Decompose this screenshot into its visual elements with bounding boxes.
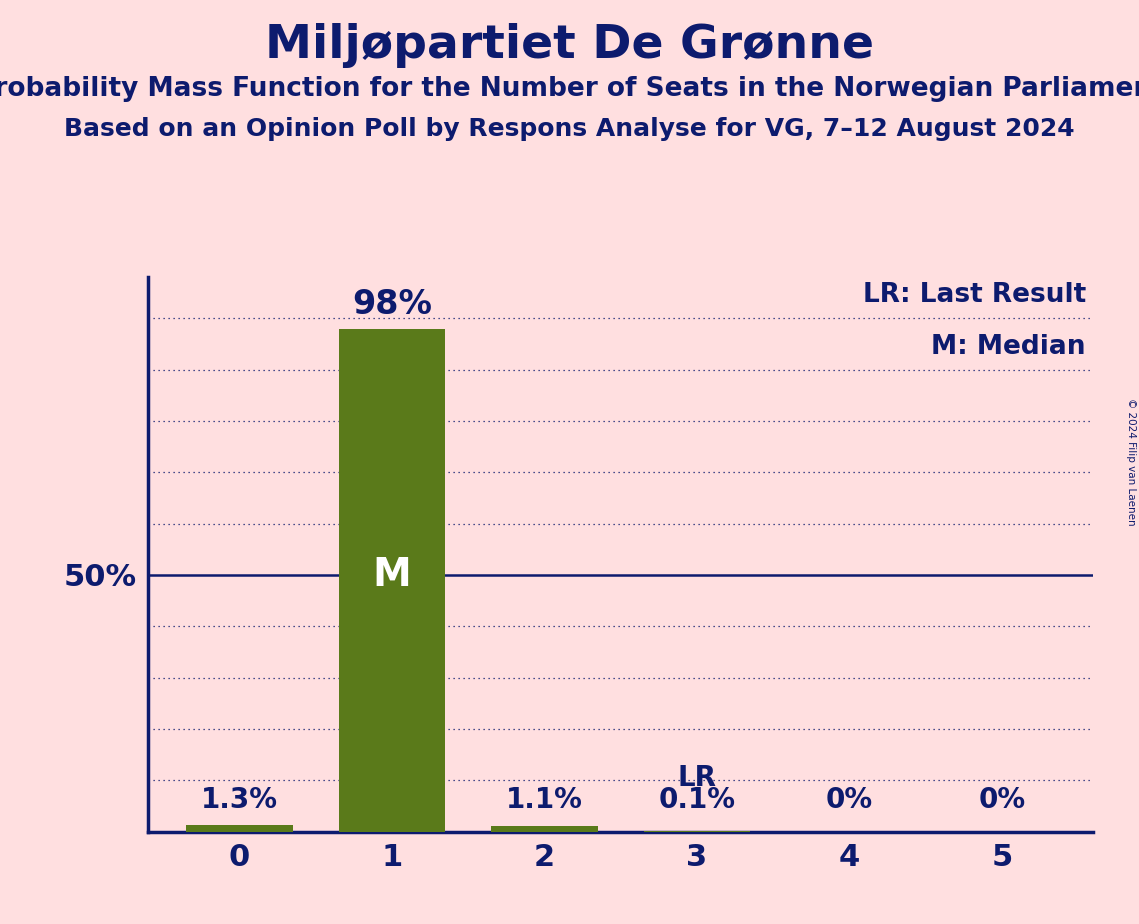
Text: 0%: 0% [978,785,1025,814]
Text: 1.1%: 1.1% [506,785,583,814]
Text: 98%: 98% [352,288,432,321]
Text: Miljøpartiet De Grønne: Miljøpartiet De Grønne [265,23,874,68]
Text: 1.3%: 1.3% [202,785,278,814]
Text: LR: LR [678,764,716,792]
Text: M: M [372,556,411,594]
Text: M: Median: M: Median [932,334,1085,359]
Text: LR: Last Result: LR: Last Result [862,283,1085,309]
Bar [186,825,293,832]
Text: Based on an Opinion Poll by Respons Analyse for VG, 7–12 August 2024: Based on an Opinion Poll by Respons Anal… [64,117,1075,141]
Bar [338,329,445,832]
Text: © 2024 Filip van Laenen: © 2024 Filip van Laenen [1126,398,1136,526]
Text: 0%: 0% [826,785,872,814]
Text: Probability Mass Function for the Number of Seats in the Norwegian Parliament: Probability Mass Function for the Number… [0,76,1139,102]
Text: 0.1%: 0.1% [658,785,736,814]
Bar [491,826,598,832]
